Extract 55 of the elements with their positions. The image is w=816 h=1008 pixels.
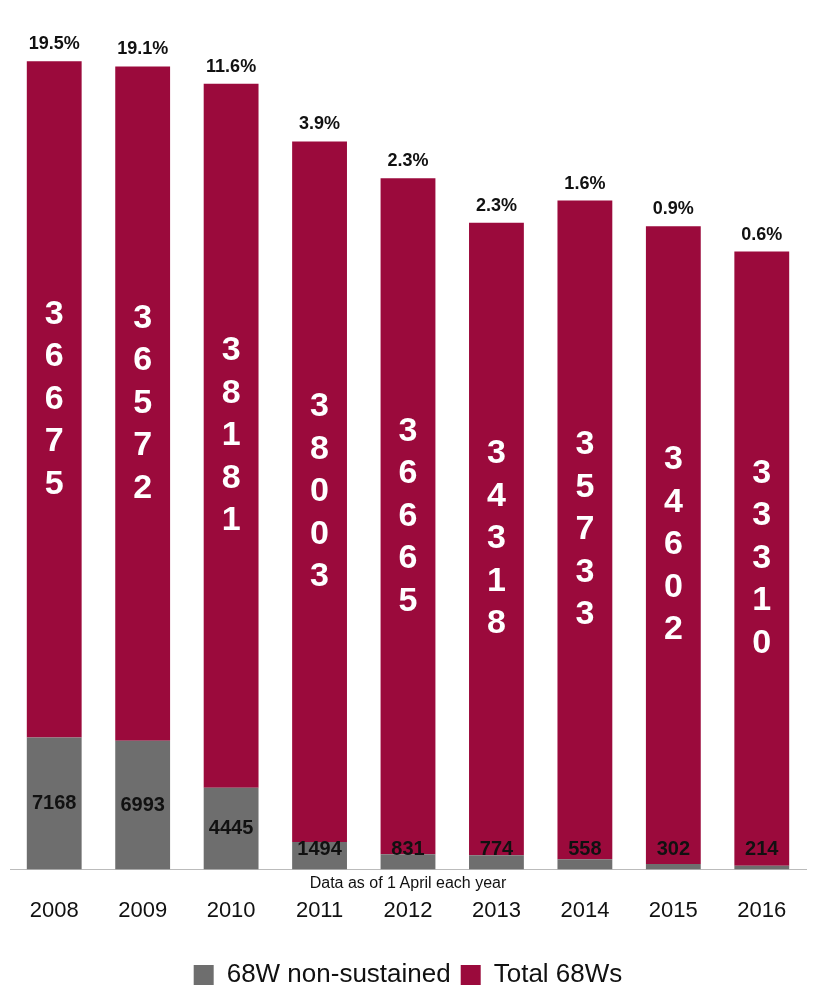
x-tick-label: 2012 — [383, 896, 433, 922]
legend-label: Total 68Ws — [493, 958, 623, 989]
annotation: 0.6% — [741, 223, 783, 244]
bar — [469, 855, 524, 870]
text: 19.1% — [117, 38, 169, 59]
data-label: 558 — [568, 837, 602, 860]
data-label: 774 — [479, 837, 514, 860]
bar — [557, 200, 613, 860]
data-label: 3 5 7 3 3 — [575, 423, 595, 632]
bar — [292, 141, 347, 843]
x-tick-label: 2015 — [648, 896, 698, 922]
data-label: 3 6 6 7 5 — [44, 292, 64, 501]
annotation: 11.6% — [206, 55, 257, 76]
bar — [557, 859, 613, 870]
x-tick-label: 2014 — [560, 896, 610, 922]
data-label: 4445 — [208, 816, 254, 839]
x-tick-label: 2016 — [737, 896, 787, 922]
bar — [26, 61, 82, 738]
bar — [734, 251, 790, 866]
annotation: 1.6% — [564, 172, 606, 193]
annotation: 0.9% — [652, 198, 694, 219]
data-label: 3 6 6 6 5 — [398, 409, 418, 618]
data-label: 6993 — [120, 792, 165, 815]
annotation: 3.9% — [299, 113, 341, 134]
data-label: 3 6 5 7 2 — [133, 296, 153, 505]
bar — [469, 222, 524, 856]
data-label: 7168 — [31, 791, 77, 814]
data-label: 3 8 1 8 1 — [221, 329, 241, 538]
data-label: 3 4 6 0 2 — [663, 438, 683, 647]
data-label: 3 4 3 1 8 — [486, 432, 506, 641]
bar — [203, 83, 259, 788]
data-label: 214 — [745, 837, 780, 860]
data-label: 302 — [656, 837, 691, 860]
data-label: 831 — [391, 837, 425, 860]
bar — [645, 226, 701, 865]
text: 19.5% — [28, 33, 80, 54]
annotation: 2.3% — [475, 194, 517, 215]
bar — [380, 178, 436, 855]
bar — [203, 787, 259, 870]
x-tick-label: 2009 — [118, 896, 168, 922]
data-label: 3 8 0 0 3 — [310, 385, 330, 594]
data-label: 1494 — [297, 837, 343, 860]
annotation: 2.3% — [387, 150, 429, 171]
data-label: 3 3 3 1 0 — [752, 451, 772, 660]
bar — [26, 737, 82, 870]
bar — [115, 740, 171, 870]
x-tick-label: 2013 — [471, 896, 521, 922]
x-tick-label: 2008 — [29, 896, 79, 922]
bar — [645, 864, 701, 870]
x-tick-label: 2011 — [295, 896, 344, 922]
bar — [380, 854, 436, 870]
bar — [115, 66, 171, 741]
text: Data as of 1 April each year — [309, 874, 507, 892]
x-tick-label: 2010 — [206, 896, 256, 922]
legend-label: 68W non-sustained — [226, 958, 451, 989]
